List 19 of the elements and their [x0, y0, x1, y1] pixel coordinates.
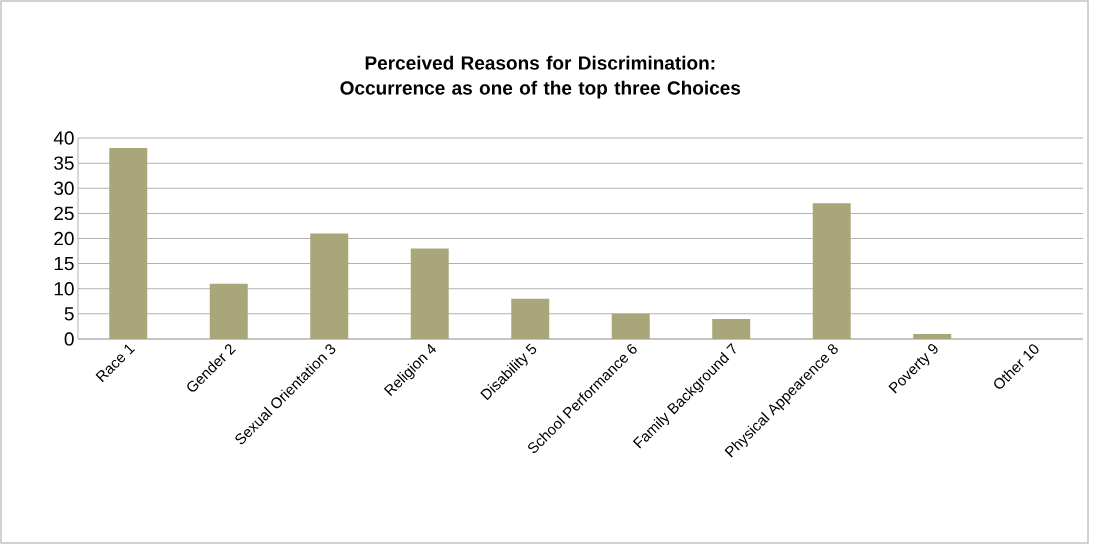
y-tick-label: 10	[54, 282, 74, 296]
bar	[511, 298, 550, 339]
y-tick-label: 5	[64, 307, 74, 321]
bar	[209, 283, 248, 339]
bar	[611, 313, 650, 339]
y-tick-label: 25	[54, 206, 74, 221]
y-tick-label: 15	[54, 257, 74, 271]
bar	[913, 333, 952, 339]
bar	[109, 148, 148, 339]
y-tick-label: 0	[64, 332, 74, 346]
y-tick-label: 35	[54, 156, 74, 170]
y-tick-label: 20	[54, 231, 74, 246]
y-tick-label: 40	[53, 131, 74, 145]
bar	[410, 248, 449, 339]
y-tick-label: 30	[54, 181, 74, 195]
bar	[310, 233, 349, 339]
bar	[712, 318, 751, 339]
chart-title: Perceived Reasons for Discrimination: Occurrence as one of the top three Choices	[340, 55, 741, 99]
bar	[812, 203, 851, 339]
